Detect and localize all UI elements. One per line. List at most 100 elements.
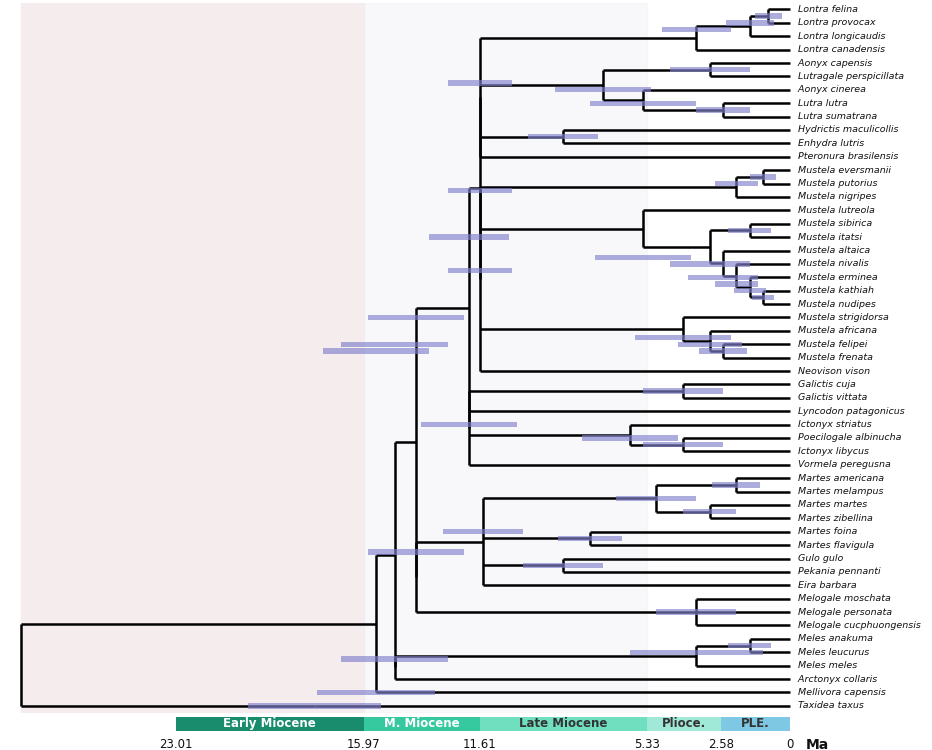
- Bar: [648, 716, 720, 731]
- Text: Late Miocene: Late Miocene: [519, 718, 608, 730]
- Text: Mustela sibirica: Mustela sibirica: [792, 219, 872, 228]
- Text: Early Miocene: Early Miocene: [224, 718, 316, 730]
- Bar: [448, 268, 513, 273]
- Text: Ictonyx libycus: Ictonyx libycus: [792, 447, 870, 456]
- Bar: [528, 134, 597, 140]
- Text: Mustela strigidorsa: Mustela strigidorsa: [792, 313, 889, 322]
- Text: Martes melampus: Martes melampus: [792, 487, 884, 496]
- Bar: [643, 442, 723, 447]
- Bar: [368, 549, 464, 554]
- Text: Enhydra lutris: Enhydra lutris: [792, 139, 865, 148]
- Text: 15.97: 15.97: [347, 738, 380, 750]
- Bar: [176, 716, 363, 731]
- Text: Mustela africana: Mustela africana: [792, 326, 877, 335]
- Text: Mustela altaica: Mustela altaica: [792, 246, 870, 255]
- Text: Mustela nudipes: Mustela nudipes: [792, 299, 876, 308]
- Bar: [720, 716, 789, 731]
- Bar: [448, 80, 513, 86]
- Text: Mustela itatsi: Mustela itatsi: [792, 232, 862, 242]
- Text: Hydrictis maculicollis: Hydrictis maculicollis: [792, 125, 898, 134]
- Bar: [582, 435, 678, 441]
- Text: Lyncodon patagonicus: Lyncodon patagonicus: [792, 406, 905, 416]
- Bar: [752, 295, 774, 300]
- Text: Eira barbara: Eira barbara: [792, 580, 857, 590]
- Text: Mustela nivalis: Mustela nivalis: [792, 260, 869, 268]
- Bar: [643, 388, 723, 394]
- Text: Gulo gulo: Gulo gulo: [792, 554, 843, 563]
- Bar: [363, 3, 648, 712]
- Bar: [728, 228, 771, 233]
- Text: Vormela peregusna: Vormela peregusna: [792, 460, 891, 470]
- Bar: [363, 716, 480, 731]
- Bar: [341, 656, 448, 662]
- Bar: [430, 235, 510, 240]
- Text: 23.01: 23.01: [159, 738, 193, 750]
- Text: Martes zibellina: Martes zibellina: [792, 514, 873, 523]
- Text: Martes americana: Martes americana: [792, 474, 884, 483]
- Text: Taxidea taxus: Taxidea taxus: [792, 701, 864, 710]
- Text: Melogale personata: Melogale personata: [792, 608, 892, 616]
- Bar: [696, 107, 749, 112]
- Text: Mustela kathiah: Mustela kathiah: [792, 286, 874, 296]
- Bar: [448, 188, 513, 193]
- Bar: [712, 482, 761, 488]
- Text: Lutra lutra: Lutra lutra: [792, 99, 848, 108]
- Bar: [678, 341, 742, 347]
- Text: Ictonyx striatus: Ictonyx striatus: [792, 420, 872, 429]
- Text: PLE.: PLE.: [741, 718, 770, 730]
- Text: Plioce.: Plioce.: [662, 718, 706, 730]
- Text: Lontra felina: Lontra felina: [792, 5, 858, 14]
- Bar: [590, 100, 696, 106]
- Bar: [683, 509, 736, 515]
- Bar: [715, 281, 758, 286]
- Text: Arctonyx collaris: Arctonyx collaris: [792, 674, 877, 683]
- Text: Lontra provocax: Lontra provocax: [792, 18, 876, 27]
- Text: M. Miocene: M. Miocene: [384, 718, 459, 730]
- Text: Lutragale perspicillata: Lutragale perspicillata: [792, 72, 904, 81]
- Text: Ma: Ma: [805, 738, 829, 750]
- Bar: [555, 87, 651, 92]
- Text: Martes flavigula: Martes flavigula: [792, 541, 874, 550]
- Text: Mellivora capensis: Mellivora capensis: [792, 688, 886, 697]
- Bar: [595, 254, 691, 260]
- Bar: [725, 20, 774, 26]
- Bar: [733, 288, 765, 293]
- Bar: [557, 536, 622, 541]
- Text: Melogale moschata: Melogale moschata: [792, 594, 891, 603]
- Text: Mustela putorius: Mustela putorius: [792, 179, 878, 188]
- Bar: [688, 274, 758, 280]
- Text: Meles anakuma: Meles anakuma: [792, 634, 873, 644]
- Text: Mustela frenata: Mustela frenata: [792, 353, 873, 362]
- Bar: [322, 348, 430, 354]
- Text: 0: 0: [786, 738, 793, 750]
- Bar: [629, 650, 763, 655]
- Bar: [715, 181, 758, 186]
- Bar: [318, 690, 435, 695]
- Bar: [699, 348, 747, 354]
- Text: 5.33: 5.33: [635, 738, 660, 750]
- Text: Martes martes: Martes martes: [792, 500, 868, 509]
- Bar: [669, 67, 749, 73]
- Bar: [523, 562, 603, 568]
- Bar: [248, 704, 381, 709]
- Text: Pteronura brasilensis: Pteronura brasilensis: [792, 152, 898, 161]
- Text: 2.58: 2.58: [707, 738, 733, 750]
- Text: Pekania pennanti: Pekania pennanti: [792, 568, 881, 577]
- Text: Martes foina: Martes foina: [792, 527, 857, 536]
- Bar: [616, 496, 696, 501]
- Bar: [755, 13, 782, 19]
- Bar: [443, 529, 523, 535]
- Text: Mustela lutreola: Mustela lutreola: [792, 206, 875, 214]
- Bar: [728, 643, 771, 648]
- Text: Lutra sumatrana: Lutra sumatrana: [792, 112, 877, 121]
- Text: Neovison vison: Neovison vison: [792, 367, 870, 376]
- Text: Mustela erminea: Mustela erminea: [792, 273, 878, 282]
- Text: Aonyx cinerea: Aonyx cinerea: [792, 86, 866, 94]
- Text: Mustela nigripes: Mustela nigripes: [792, 193, 877, 202]
- Bar: [635, 335, 731, 340]
- Text: Lontra longicaudis: Lontra longicaudis: [792, 32, 885, 40]
- Bar: [656, 610, 736, 615]
- Text: Mustela eversmanii: Mustela eversmanii: [792, 166, 891, 175]
- Text: Lontra canadensis: Lontra canadensis: [792, 45, 885, 54]
- Text: Meles leucurus: Meles leucurus: [792, 648, 870, 657]
